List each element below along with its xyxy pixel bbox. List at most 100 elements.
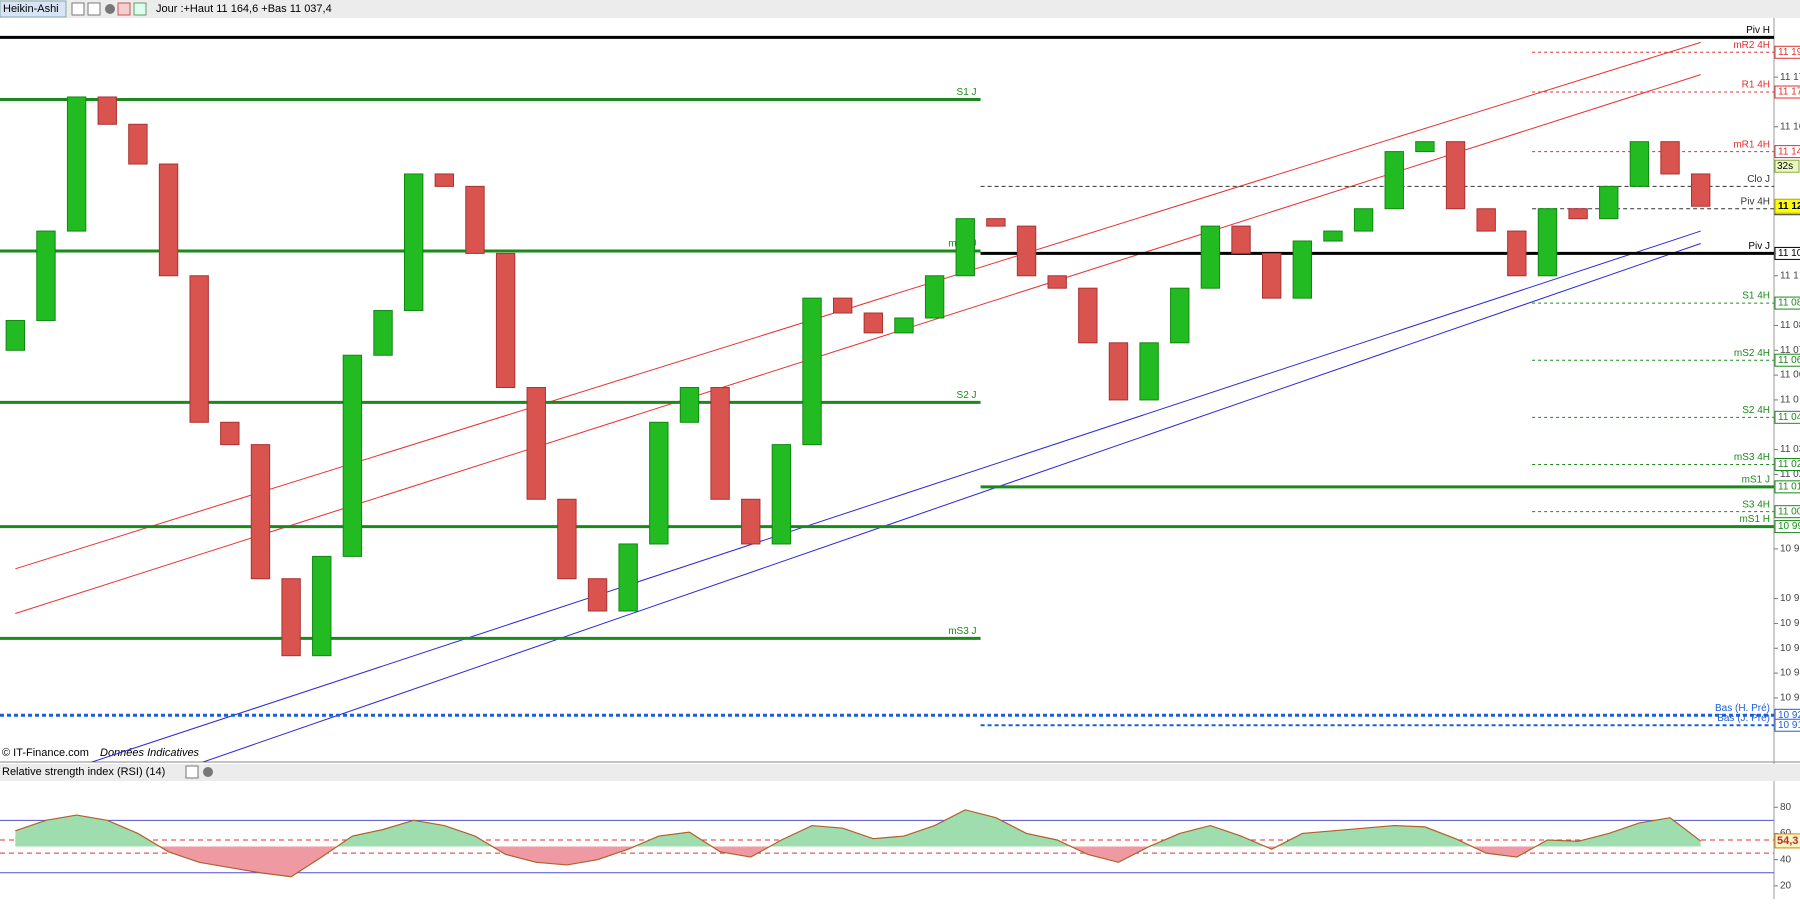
candle-body [403, 173, 424, 312]
candle-body [1078, 287, 1098, 344]
level-label: S2 4H [1742, 405, 1770, 416]
level-label: Clo J [1747, 174, 1770, 185]
candle-body [66, 96, 87, 232]
level-label: Bas (H. Pré) [1715, 703, 1770, 714]
candle-body [986, 218, 1006, 227]
tool-icon[interactable] [87, 2, 101, 16]
rsi-value-label: 54,3 [1777, 835, 1798, 847]
y-tick-label: 11 02 [1780, 469, 1800, 480]
candle-body [36, 230, 56, 321]
y-tick-label: 11 06 [1780, 370, 1800, 381]
y-tick-label: 40 [1780, 854, 1792, 865]
level-tag [1774, 480, 1800, 494]
timer: 32s [1777, 161, 1793, 172]
candle-body [342, 354, 363, 557]
candle-body [557, 498, 577, 580]
credit: © IT-Finance.com [2, 747, 89, 759]
level-label: S1 J [957, 87, 977, 98]
level-label: Piv H [1746, 25, 1770, 36]
trendline [15, 41, 1701, 570]
candle-body [1507, 230, 1527, 277]
candle-body [128, 123, 148, 165]
rsi-line [15, 809, 1702, 878]
y-tick-label: 10 94 [1780, 668, 1800, 679]
level-tag-label: 11 04 [1778, 412, 1800, 423]
candle-body [495, 252, 516, 389]
y-tick-label: 10 9 [1780, 643, 1800, 654]
candle-body [924, 275, 945, 319]
level-label: S2 J [957, 390, 977, 401]
trendline [15, 74, 1701, 614]
level-tag [1774, 505, 1800, 519]
candle-body [220, 421, 240, 446]
candle-body [434, 173, 455, 187]
rsi-plot [0, 809, 1774, 878]
tool-icon[interactable] [71, 2, 85, 16]
candle-body [1476, 208, 1496, 232]
level-label: S3 4H [1742, 499, 1770, 510]
level-tag [1774, 45, 1800, 59]
level-tag [1774, 85, 1800, 99]
tool-icon[interactable] [117, 2, 131, 16]
candle-body [587, 578, 608, 612]
close-icon[interactable] [105, 4, 115, 14]
level-label: Piv 4H [1741, 196, 1770, 207]
candle-body [832, 297, 853, 314]
level-tag-label: 11 10 [1778, 248, 1800, 259]
level-label: Bas (J. Pré) [1717, 713, 1770, 724]
y-tick-label: 11 08 [1780, 320, 1800, 331]
y-tick-label: 11 16 [1780, 121, 1800, 132]
header-info: Jour :+Haut 11 164,6 +Bas 11 037,4 [156, 3, 332, 15]
candle-body [679, 387, 700, 423]
candle-body [618, 543, 638, 612]
last-price-label: 11 12 [1778, 201, 1800, 212]
candle-body [281, 578, 301, 657]
level-tag [1774, 353, 1800, 367]
rsi-header [0, 764, 1800, 781]
y-tick-label: 10 97 [1780, 593, 1800, 604]
candle-body [649, 421, 669, 545]
level-label: mS1 J [1742, 474, 1770, 485]
level-label: mS3 4H [1734, 452, 1770, 463]
level-tag-label: 10 92 [1778, 710, 1800, 721]
timer-box [1774, 159, 1800, 173]
candle-body [1599, 185, 1619, 220]
level-tag-label: 11 14 [1778, 146, 1800, 157]
level-tag [1774, 246, 1800, 260]
rsi-area-down [15, 846, 1701, 877]
candle-body [894, 317, 914, 334]
candle-body [1690, 173, 1711, 207]
candle-body [1660, 141, 1680, 175]
tool-icon[interactable] [133, 2, 147, 16]
candle-body [863, 312, 884, 334]
level-tag [1774, 520, 1800, 534]
candle-body [465, 185, 485, 254]
last-price-tag [1774, 198, 1800, 214]
close-icon[interactable] [203, 767, 213, 777]
level-tag-label: 11 06 [1778, 355, 1800, 366]
y-tick-label: 10 96 [1780, 618, 1800, 629]
tool-icon[interactable] [185, 765, 199, 779]
y-tick-label: 11 03 [1780, 444, 1800, 455]
trendline [90, 230, 1701, 762]
level-tag [1774, 296, 1800, 310]
level-tag-label: 10 91 [1778, 720, 1800, 731]
level-tag-label: 11 19 [1778, 47, 1800, 58]
candle-body [373, 310, 393, 356]
level-label: mR2 4H [1733, 40, 1770, 51]
tab[interactable] [0, 0, 67, 18]
y-tick-label: 10 98 [1780, 544, 1800, 555]
candle-body [1292, 240, 1313, 299]
candle-body [771, 444, 792, 545]
candle-body [1568, 208, 1588, 220]
candle-body [312, 555, 332, 657]
chart-title: Heikin-Ashi [3, 3, 59, 15]
candle-body [1139, 342, 1159, 401]
candle-body [158, 163, 179, 277]
level-tag-label: 11 08 [1778, 298, 1800, 309]
candle-body [1200, 225, 1221, 289]
candle-body [710, 387, 730, 500]
y-tick-label: 11 0 [1780, 395, 1799, 406]
